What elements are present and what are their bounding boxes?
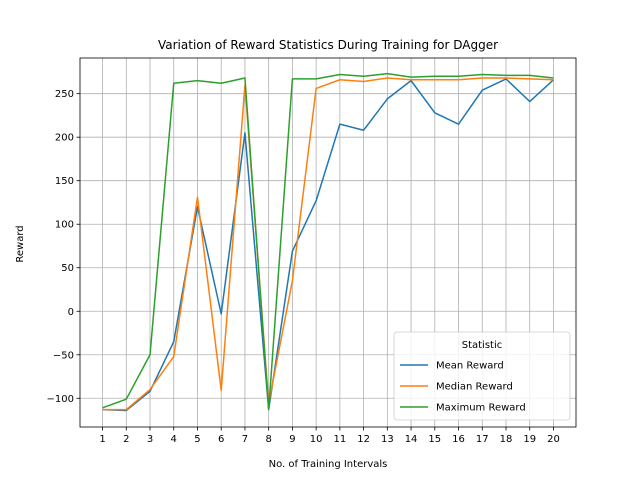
x-tick-label: 9 [289,434,295,445]
axes: 1 2 3 4 5 6 7 8 9 10 11 12 13 14 15 16 17 18 19 20−100−5005… [47,57,577,445]
legend: Statistic Mean Reward Median Reward Maximum… [393,331,571,421]
y-tick-label: 250 [55,89,74,100]
x-tick-label: 12 [357,434,370,445]
x-tick-label: 20 [547,434,560,445]
y-tick-label: 100 [55,220,74,231]
y-tick-label: −100 [47,394,74,405]
x-tick-label: 7 [242,434,248,445]
series-line-maximum-reward [102,72,554,411]
x-tick-label: 16 [452,434,465,445]
y-tick-label: 150 [55,176,74,187]
x-axis-title: No. of Training Intervals [269,459,388,470]
legend-label: Mean Reward [436,361,504,372]
x-tick-label: 3 [147,434,153,445]
x-tick-label: 13 [381,434,394,445]
x-tick-label: 2 [123,434,129,445]
x-tick-label: 10 [310,434,323,445]
y-tick-label: −50 [53,350,74,361]
series-line-mean-reward [102,78,554,412]
y-axis-title: Reward [15,225,26,262]
chart-title: Variation of Reward Statistics During Tr… [158,38,498,52]
x-tick-label: 17 [476,434,489,445]
x-tick-label: 8 [265,434,271,445]
legend-box [393,331,571,421]
y-tick-label: 200 [55,133,74,144]
series-line-median-reward [102,77,554,411]
x-tick-label: 14 [405,434,418,445]
plot-frame [79,57,577,428]
x-tick-label: 19 [523,434,536,445]
y-tick-label: 0 [68,307,74,318]
x-tick-label: 1 [99,434,105,445]
legend-label: Median Reward [436,382,513,393]
legend-label: Maximum Reward [436,403,526,414]
x-tick-label: 4 [171,434,177,445]
y-tick-label: 50 [61,263,74,274]
series-lines [102,72,554,412]
x-tick-label: 6 [218,434,224,445]
x-tick-label: 18 [500,434,513,445]
x-tick-label: 5 [194,434,200,445]
x-tick-label: 15 [428,434,441,445]
legend-title: Statistic [462,340,503,351]
x-tick-label: 11 [333,434,346,445]
